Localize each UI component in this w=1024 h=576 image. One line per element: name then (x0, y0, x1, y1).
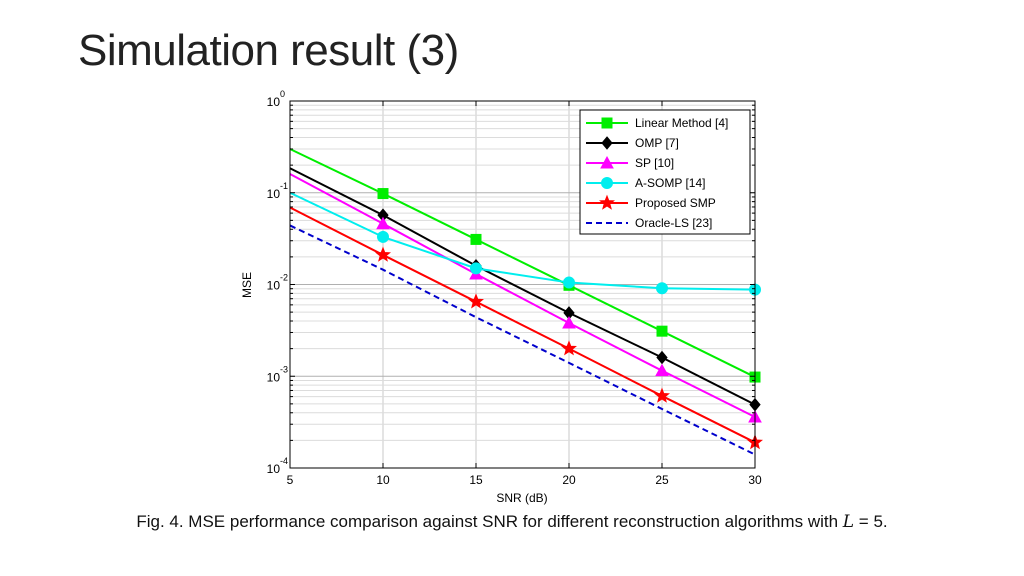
y-tick-exponent: -4 (280, 456, 288, 466)
data-point-0 (470, 233, 482, 245)
legend-label-4: Proposed SMP (635, 196, 716, 210)
y-tick-label: 10 (267, 279, 281, 293)
y-tick-label: 10 (267, 95, 281, 109)
legend-marker-3 (601, 177, 613, 189)
data-point-1 (656, 350, 668, 365)
data-point-3 (470, 262, 482, 275)
x-tick-label: 10 (376, 473, 390, 487)
y-tick-exponent: -1 (280, 181, 288, 191)
figure-caption: Fig. 4. MSE performance comparison again… (0, 512, 1024, 532)
legend-marker-1 (601, 136, 613, 150)
x-tick-label: 30 (748, 473, 762, 487)
y-tick-exponent: 0 (280, 89, 285, 99)
x-axis-label: SNR (dB) (496, 491, 547, 505)
data-point-2 (655, 363, 669, 377)
caption-tail: = 5. (854, 512, 888, 531)
data-point-0 (377, 188, 389, 200)
data-point-2 (562, 316, 576, 329)
x-tick-label: 25 (655, 473, 669, 487)
data-point-4 (468, 293, 484, 309)
series-line-3 (289, 191, 756, 291)
y-tick-label: 10 (267, 370, 281, 384)
data-point-4 (561, 340, 577, 356)
x-tick-label: 20 (562, 473, 576, 487)
y-tick-label: 10 (267, 187, 281, 201)
x-tick-label: 5 (287, 473, 294, 487)
data-point-2 (376, 216, 390, 230)
caption-variable: L (842, 512, 855, 532)
data-point-3 (563, 276, 575, 289)
x-tick-label: 15 (469, 473, 483, 487)
caption-text: Fig. 4. MSE performance comparison again… (136, 512, 843, 531)
legend-marker-2 (600, 155, 614, 169)
series-line-4 (289, 206, 756, 444)
legend-box (579, 109, 751, 235)
series-line-0 (289, 148, 756, 378)
y-tick-exponent: -2 (280, 273, 288, 283)
slide-title: Simulation result (3) (78, 26, 459, 75)
data-point-4 (375, 246, 391, 262)
legend-label-0: Linear Method [4] (635, 116, 728, 130)
data-point-0 (656, 325, 668, 337)
data-point-3 (656, 282, 668, 295)
legend-marker-0 (601, 117, 613, 129)
series-line-2 (289, 173, 756, 418)
y-tick-exponent: -3 (280, 364, 288, 374)
series-line-1 (289, 167, 756, 406)
series-line-5 (289, 224, 756, 456)
legend: Linear Method [4] OMP [7] SP [10] A-SOMP [1… (579, 109, 751, 235)
y-tick-label: 10 (267, 462, 281, 476)
legend-label-5: Oracle-LS [23] (635, 216, 712, 230)
data-point-4 (654, 387, 670, 403)
data-point-3 (377, 230, 389, 243)
y-axis-label: MSE (240, 272, 254, 298)
legend-marker-4 (599, 194, 615, 210)
legend-label-1: OMP [7] (635, 136, 679, 150)
legend-label-3: A-SOMP [14] (635, 176, 705, 190)
series-layer (289, 148, 763, 456)
legend-label-2: SP [10] (635, 156, 674, 170)
